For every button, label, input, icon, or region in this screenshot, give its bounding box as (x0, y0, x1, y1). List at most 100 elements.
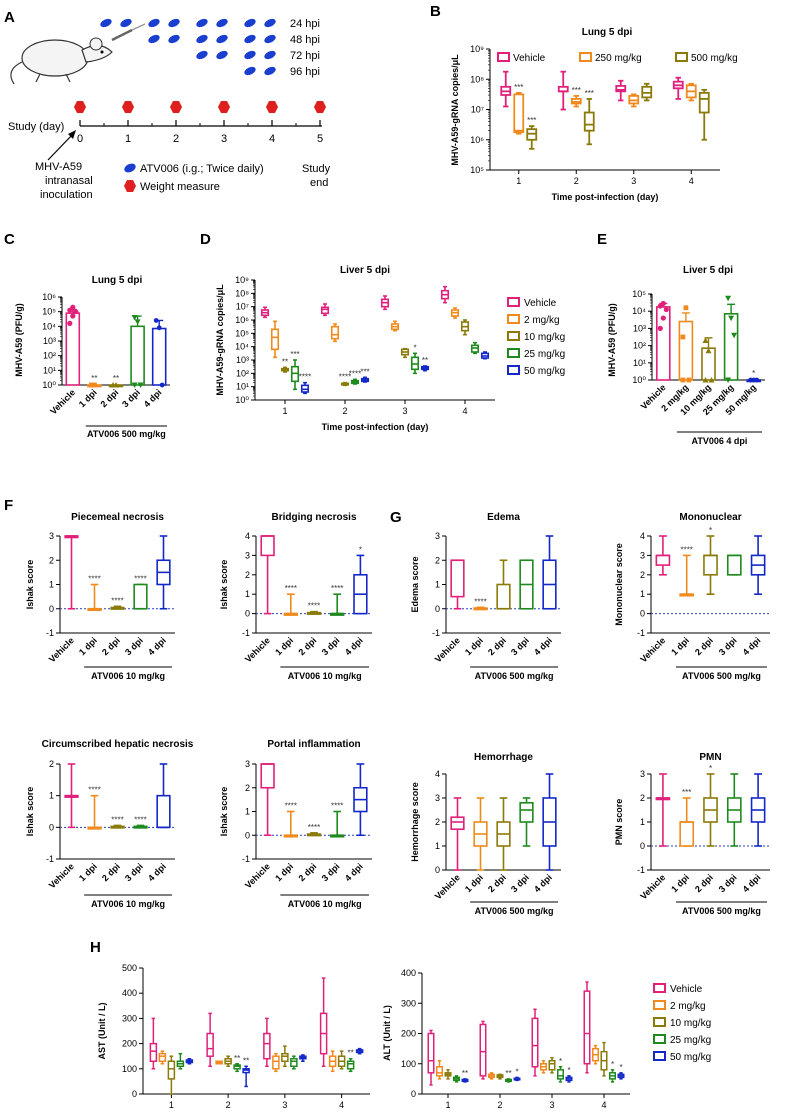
y-tick-label: 1 (640, 817, 645, 827)
virus-label: MHV-A59 (35, 161, 82, 173)
dosing-pills (100, 18, 276, 76)
chart-title: Piecemeal necrosis (71, 512, 164, 523)
y-tick-label: 2 (245, 783, 250, 793)
significance-label: **** (349, 369, 361, 378)
chart-F4: -1 0 1 2 3 Vehicle 1 dpi 2 dpi 3 dpi 4 dpi **** ***… (219, 739, 372, 909)
box (350, 378, 360, 385)
box-iqr (427, 1032, 435, 1074)
y-tick-label: -1 (46, 628, 54, 638)
legend-entry: 10 mg/kg (524, 332, 565, 343)
timeline-day-label: 5 (317, 133, 323, 145)
significance-label: * (709, 764, 712, 773)
data-point (89, 382, 94, 388)
x-tick-label: 4 dpi (343, 861, 365, 883)
y-tick-label: 2 (435, 817, 440, 827)
box (390, 320, 400, 332)
significance-label: **** (308, 602, 320, 611)
significance-label: *** (290, 350, 299, 359)
x-tick-label: Vehicle (433, 635, 462, 664)
pill-icon (264, 34, 276, 44)
box (703, 535, 718, 596)
box-iqr (583, 111, 595, 132)
data-point (660, 315, 666, 321)
box (460, 319, 470, 336)
box (450, 797, 465, 871)
box (156, 763, 171, 829)
panel-label-c: C (4, 231, 15, 248)
chart-G1: -1 0 1 2 3 Vehicle 1 dpi 2 dpi 3 dpi 4 dpi **** Ede… (410, 512, 561, 681)
y-tick-label: -1 (242, 854, 250, 864)
box (698, 88, 710, 141)
box (156, 535, 171, 610)
x-tick-label: Vehicle (433, 872, 462, 901)
x-tick-label: 1 dpi (77, 387, 99, 409)
x-axis-label: Time post-infection (day) (322, 422, 429, 432)
significance-label: **** (308, 823, 320, 832)
pill-icon (216, 34, 228, 44)
box (206, 1012, 214, 1068)
y-tick-label: 1 (640, 589, 645, 599)
significance-label: *** (572, 86, 581, 95)
chart-F3: -1 0 1 2 Vehicle 1 dpi 2 dpi 3 dpi 4 dpi **** ****… (25, 739, 194, 909)
x-axis-label: ATV006 10 mg/kg (91, 899, 165, 909)
box (548, 1056, 556, 1074)
chart-title: Liver 5 dpi (340, 265, 390, 276)
box-iqr (450, 559, 465, 598)
box (436, 1059, 443, 1080)
box (353, 763, 368, 837)
box (133, 583, 148, 610)
x-tick-label: 3 dpi (717, 635, 739, 657)
legend-entry: 2 mg/kg (670, 1001, 706, 1012)
box-iqr (583, 990, 591, 1065)
box-iqr (698, 91, 710, 114)
box (260, 535, 275, 615)
y-tick-label: 10⁰ (42, 380, 56, 390)
y-tick-label: -1 (242, 628, 250, 638)
y-tick-label: 3 (245, 759, 250, 769)
y-tick-label: 3 (640, 769, 645, 779)
y-tick-label: 10⁶ (235, 315, 249, 325)
box (410, 352, 420, 375)
study-schematic: 24 hpi 48 hpi 72 hpi 96 hpi Study (day) … (8, 18, 331, 201)
x-tick-label: 1 (516, 176, 521, 186)
hpi-72: 72 hpi (290, 50, 320, 62)
box (600, 1041, 608, 1077)
significance-label: **** (339, 373, 351, 382)
x-tick-label: Vehicle (47, 861, 76, 890)
box (353, 554, 368, 615)
chart-F1: -1 0 1 2 3 Vehicle 1 dpi 2 dpi 3 dpi 4 dpi **** ***… (25, 512, 175, 681)
y-axis-label: MHV-A59-gRNA copies/μL (450, 54, 460, 166)
route-label: intranasal (45, 175, 93, 187)
y-tick-label: 0 (245, 830, 250, 840)
y-tick-label: 10² (43, 351, 56, 361)
box (750, 535, 766, 596)
x-tick-label: 2 dpi (296, 635, 318, 657)
pill-icon (120, 18, 132, 28)
y-tick-label: 10⁴ (235, 342, 249, 352)
data-point (683, 305, 689, 311)
box-iqr (436, 1066, 443, 1077)
significance-label: ** (282, 357, 288, 366)
box (185, 1057, 194, 1065)
box (64, 535, 79, 610)
y-tick-label: 100 (122, 1064, 137, 1074)
legend-entry: Vehicle (524, 298, 557, 309)
legend-entry: 2 mg/kg (524, 315, 560, 326)
x-tick-label: 2 (574, 176, 579, 186)
box (320, 303, 330, 317)
significance-label: *** (514, 83, 523, 92)
y-axis-label: Ishak score (219, 787, 229, 837)
legend-swatch (675, 52, 688, 62)
y-tick-label: 10⁴ (632, 306, 646, 316)
significance-label: * (619, 1063, 622, 1072)
significance-label: ** (243, 1056, 249, 1065)
box (519, 797, 534, 847)
legend-swatch (653, 983, 666, 993)
x-tick-label: 1 dpi (77, 635, 99, 657)
significance-label: ** (348, 1049, 354, 1058)
y-tick-label: -1 (46, 854, 54, 864)
x-tick-label: 1 dpi (77, 861, 99, 883)
